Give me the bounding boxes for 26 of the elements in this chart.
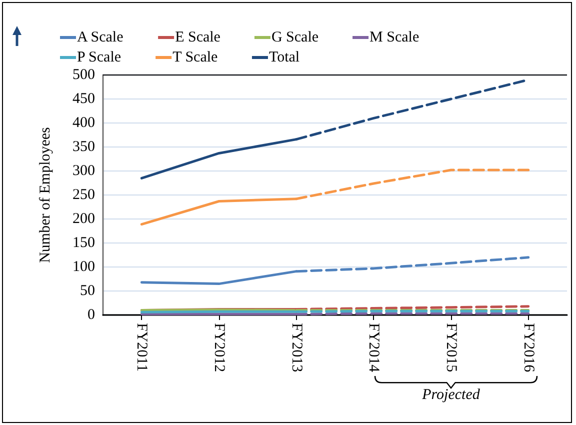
x-tick-label: FY2016	[520, 323, 536, 373]
y-axis-title: Number of Employees	[38, 126, 54, 263]
y-tick-label: 50	[80, 283, 95, 299]
y-tick-label: 350	[72, 139, 95, 155]
y-tick-label: 450	[72, 91, 95, 107]
legend-label: A Scale	[77, 30, 124, 46]
legend-label: G Scale	[271, 30, 319, 46]
legend-label: M Scale	[370, 30, 420, 46]
text: Projected	[422, 387, 480, 404]
y-tick-label: 400	[72, 115, 95, 131]
legend-label: Total	[268, 50, 300, 66]
legend-label: P Scale	[77, 50, 122, 66]
y-tick-label: 250	[72, 187, 95, 203]
y-tick-label: 300	[72, 163, 95, 179]
y-tick-label: 500	[72, 67, 95, 83]
x-tick-label: FY2014	[366, 323, 382, 373]
legend-label: E Scale	[175, 30, 221, 46]
x-tick-label: FY2013	[288, 323, 304, 372]
y-tick-label: 0	[88, 307, 95, 323]
x-tick-label: FY2011	[134, 323, 150, 372]
legend-label: T Scale	[172, 50, 218, 66]
x-tick-label: FY2012	[211, 323, 227, 372]
x-tick-label: FY2015	[443, 323, 459, 372]
y-tick-label: 150	[72, 235, 95, 251]
y-tick-label: 200	[72, 211, 95, 227]
y-tick-label: 100	[72, 259, 95, 275]
